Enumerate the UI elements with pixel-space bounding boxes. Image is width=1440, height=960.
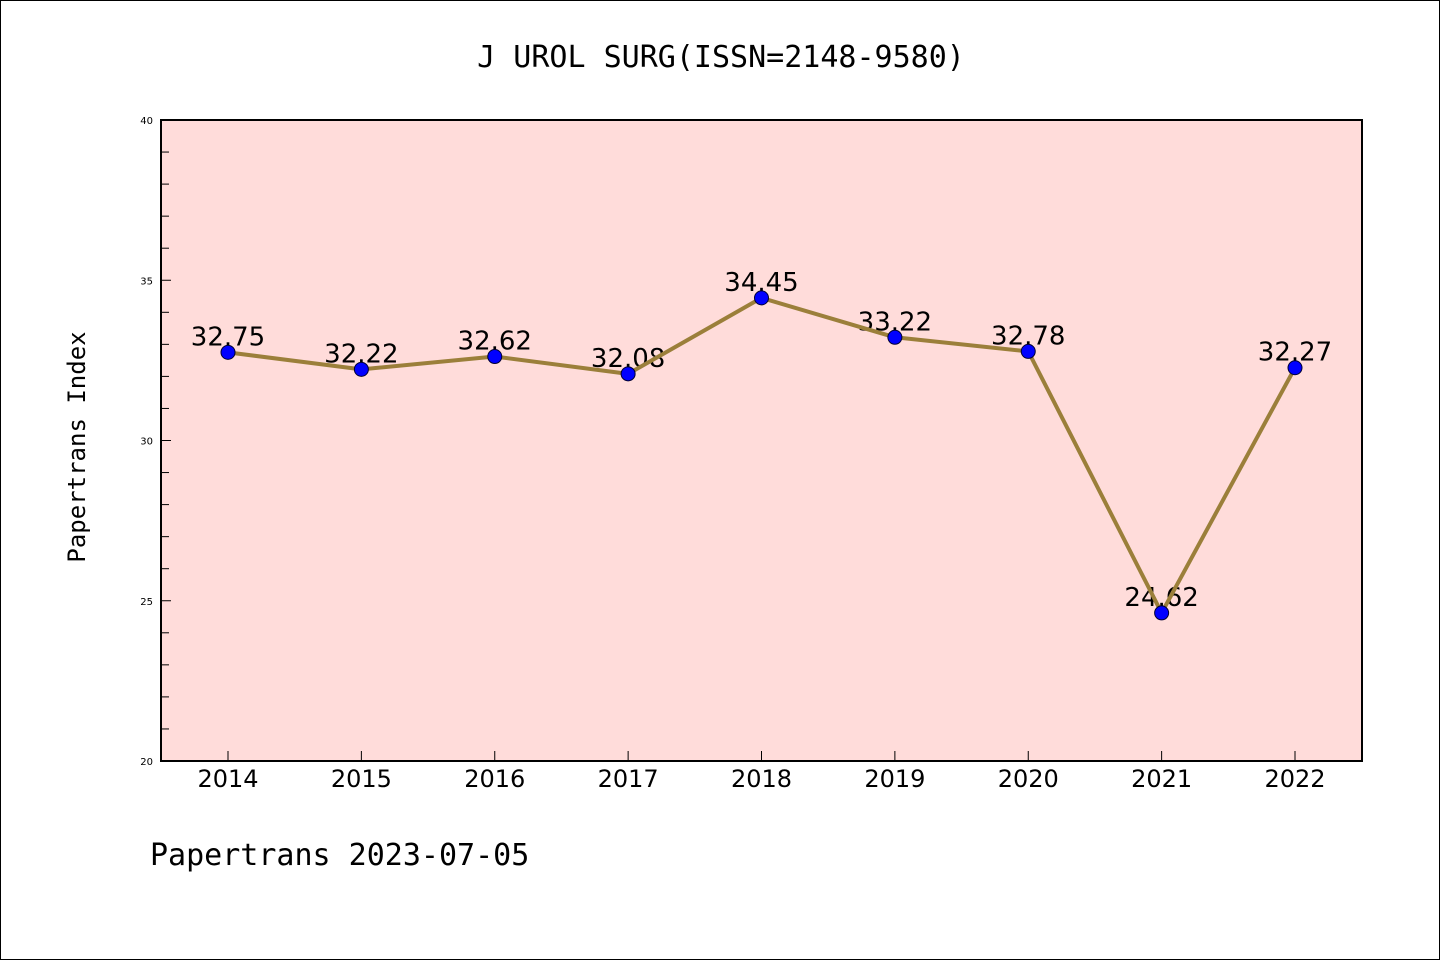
y-tick-label: 25 xyxy=(140,597,153,608)
data-point xyxy=(1154,605,1170,621)
x-tick-label: 2014 xyxy=(197,765,258,793)
data-point xyxy=(353,361,369,377)
x-tick-label: 2018 xyxy=(731,765,792,793)
y-axis: 20 25 30 35 40 xyxy=(140,116,171,768)
x-tick-label: 2019 xyxy=(864,765,925,793)
data-point xyxy=(754,290,769,306)
data-point xyxy=(220,344,236,360)
x-tick-label: 2021 xyxy=(1131,765,1192,793)
x-tick-label: 2017 xyxy=(598,765,659,793)
x-axis: 2014 2015 2016 2017 2018 2019 2020 2021 2022 xyxy=(197,751,1326,793)
x-tick-label: 2015 xyxy=(331,765,392,793)
y-tick-label: 40 xyxy=(140,116,153,127)
data-point xyxy=(1287,360,1303,376)
x-tick-label: 2022 xyxy=(1264,765,1325,793)
y-tick-label: 20 xyxy=(140,757,153,768)
data-point xyxy=(887,329,903,345)
x-tick-label: 2016 xyxy=(464,765,525,793)
x-tick-label: 2020 xyxy=(998,765,1059,793)
chart-title: J UROL SURG(ISSN=2148-9580) xyxy=(477,40,965,75)
series-line-group xyxy=(220,290,1303,621)
data-point xyxy=(487,349,503,365)
data-point xyxy=(620,366,636,382)
footer-stamp: Papertrans 2023-07-05 xyxy=(150,838,529,873)
y-axis-label: Papertrans Index xyxy=(63,331,91,562)
plot-area xyxy=(160,119,1363,762)
y-tick-label: 30 xyxy=(140,437,153,448)
y-tick-label: 35 xyxy=(140,276,153,287)
data-point xyxy=(1020,343,1036,359)
